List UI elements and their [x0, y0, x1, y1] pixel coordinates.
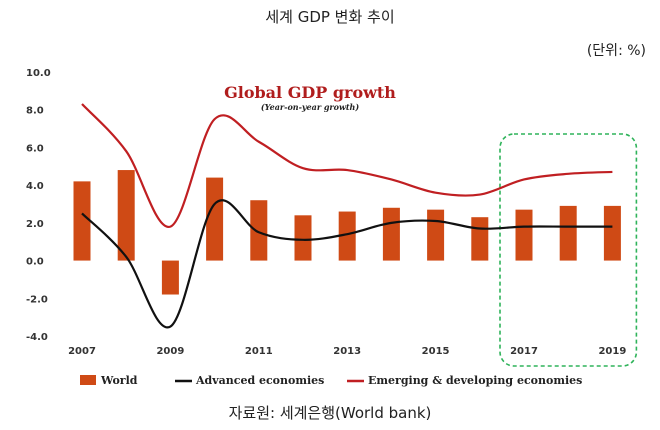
- world-bar: [515, 209, 533, 261]
- world-bar: [603, 205, 621, 261]
- world-bar: [206, 177, 224, 261]
- y-tick-label: 0.0: [26, 257, 44, 268]
- y-tick-label: 2.0: [26, 219, 44, 230]
- source-note: 자료원: 세계은행(World bank): [228, 404, 432, 422]
- world-bar: [117, 170, 135, 261]
- legend-world-label: World: [100, 374, 138, 387]
- x-tick-label: 2015: [422, 346, 450, 357]
- world-bar: [73, 181, 91, 261]
- x-tick-label: 2009: [156, 346, 184, 357]
- x-tick-label: 2011: [245, 346, 273, 357]
- world-bar: [471, 217, 489, 261]
- y-tick-label: -2.0: [26, 294, 48, 305]
- x-tick-label: 2017: [510, 346, 538, 357]
- page-title: 세계 GDP 변화 추이: [265, 8, 395, 26]
- chart-title: Global GDP growth: [224, 83, 396, 102]
- world-bar: [161, 260, 179, 295]
- unit-label: (단위: %): [586, 43, 646, 59]
- world-bar: [250, 200, 268, 261]
- y-tick-label: -4.0: [26, 332, 48, 343]
- world-bar: [427, 209, 445, 261]
- x-tick-label: 2019: [598, 346, 626, 357]
- world-bar: [338, 211, 356, 261]
- x-tick-label: 2007: [68, 346, 96, 357]
- y-tick-label: 10.0: [26, 68, 51, 79]
- world-bar: [294, 215, 312, 261]
- y-tick-label: 6.0: [26, 143, 44, 154]
- advanced-economies-line: [81, 199, 613, 329]
- legend-emerging-label: Emerging & developing economies: [368, 374, 582, 387]
- legend-advanced-label: Advanced economies: [195, 374, 324, 387]
- legend-world-swatch: [80, 375, 96, 385]
- chart-subtitle: (Year-on-year growth): [261, 102, 360, 112]
- y-tick-label: 8.0: [26, 106, 44, 117]
- forecast-highlight-box: [499, 133, 638, 367]
- emerging-economies-line: [81, 103, 613, 228]
- world-bar: [382, 207, 400, 261]
- x-tick-label: 2013: [333, 346, 361, 357]
- world-bar: [559, 205, 577, 261]
- y-tick-label: 4.0: [26, 181, 44, 192]
